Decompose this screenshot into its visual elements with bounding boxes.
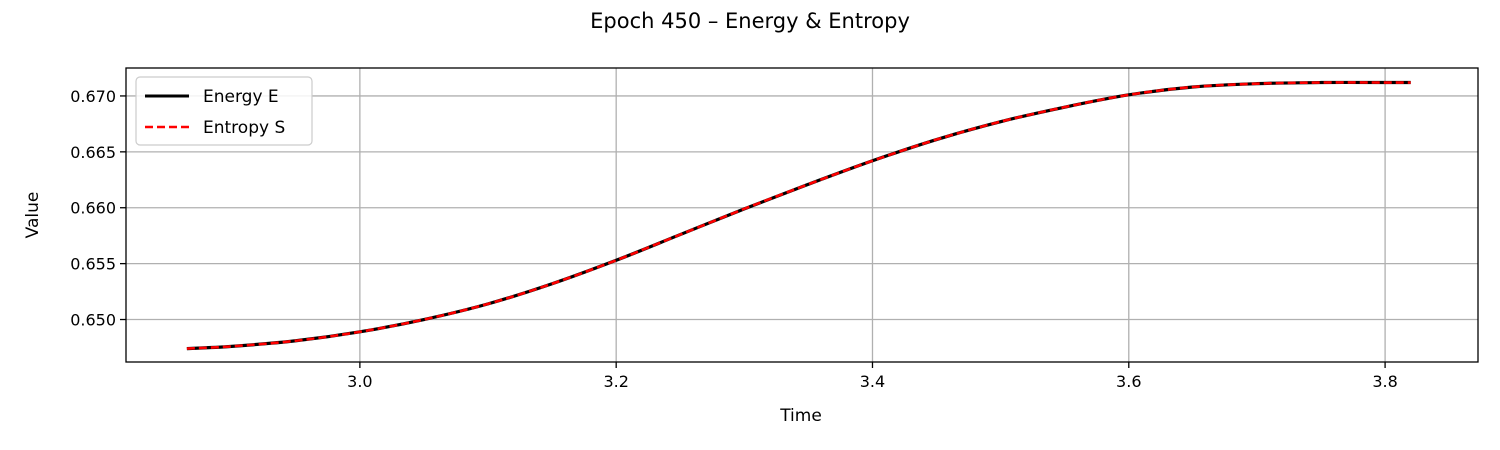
x-axis-title: Time xyxy=(779,406,822,426)
plot-frame xyxy=(125,67,1479,363)
legend-label-entropy: Entropy S xyxy=(203,118,285,138)
y-tick-label: 0.660 xyxy=(70,199,116,218)
x-tick-label: 3.4 xyxy=(860,372,885,391)
y-tick-label: 0.655 xyxy=(70,255,116,274)
y-tick-label: 0.665 xyxy=(70,143,116,162)
chart-title: Epoch 450 – Energy & Entropy xyxy=(590,9,910,33)
y-axis-title: Value xyxy=(23,192,43,239)
legend-label-energy: Energy E xyxy=(203,87,279,107)
x-tick-label: 3.0 xyxy=(347,372,372,391)
y-axis-ticks: 0.650 0.655 0.660 0.665 0.670 xyxy=(70,87,126,330)
y-tick-label: 0.650 xyxy=(70,311,116,330)
grid xyxy=(126,68,1478,362)
y-tick-label: 0.670 xyxy=(70,87,116,106)
plot-series xyxy=(186,80,1411,351)
x-tick-label: 3.6 xyxy=(1116,372,1141,391)
x-tick-label: 3.2 xyxy=(603,372,628,391)
x-tick-label: 3.8 xyxy=(1372,372,1397,391)
series-line-energy xyxy=(186,80,1411,351)
legend: Energy E Entropy S xyxy=(135,76,313,146)
x-axis-ticks: 3.0 3.2 3.4 3.6 3.8 xyxy=(347,362,1398,391)
legend-box xyxy=(135,76,313,146)
series-line-entropy xyxy=(186,81,1411,350)
